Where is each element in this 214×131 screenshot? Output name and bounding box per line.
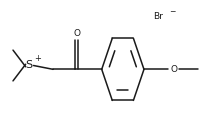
Text: +: + (34, 54, 41, 63)
Text: −: − (169, 7, 175, 16)
Text: S: S (25, 61, 32, 70)
Text: Br: Br (153, 12, 163, 21)
Text: O: O (170, 65, 177, 74)
Text: O: O (73, 29, 80, 38)
